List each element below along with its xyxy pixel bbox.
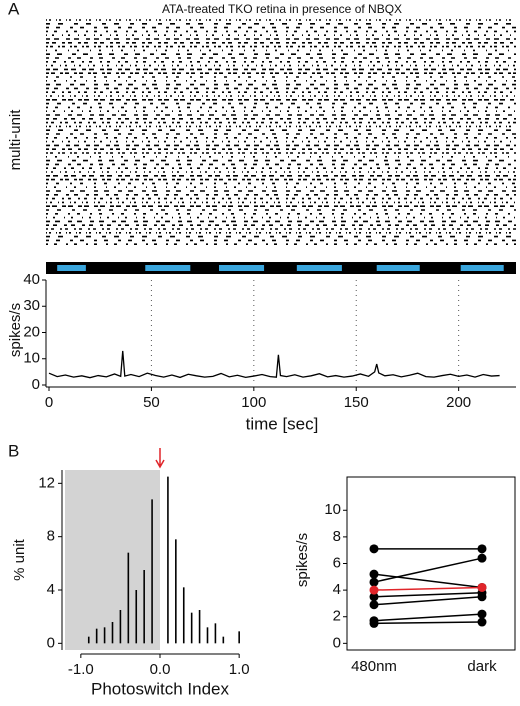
y-tick-label: 0 (333, 634, 341, 651)
pair-point (369, 600, 379, 610)
y-tick-label: 20 (23, 323, 40, 340)
x-tick-label: 1.0 (229, 661, 250, 678)
pair-point (477, 609, 487, 619)
pair-point (477, 592, 487, 602)
x-axis-label: time [sec] (246, 414, 319, 433)
y-tick-label: 40 (23, 271, 40, 288)
x-tick-label: 0 (45, 394, 53, 411)
chart-title: ATA-treated TKO retina in presence of NB… (162, 2, 402, 16)
pair-line (373, 592, 483, 598)
stimulus-track (46, 262, 516, 274)
pair-line (373, 557, 483, 583)
pair-point (477, 582, 487, 592)
stimulus-on (460, 265, 504, 271)
y-tick-label: 30 (23, 297, 40, 314)
stimulus-on (57, 265, 86, 271)
y-tick-label: 2 (333, 608, 341, 625)
x-tick-label: 150 (344, 394, 369, 411)
pair-line (373, 613, 483, 622)
x-tick-label: 480nm (351, 658, 397, 675)
x-tick-label: 100 (241, 394, 266, 411)
pair-line (373, 621, 483, 625)
arrow (155, 448, 165, 469)
x-tick-label: 50 (143, 394, 160, 411)
y-tick-label: 6 (333, 554, 341, 571)
y-tick-label: 0 (32, 376, 40, 393)
rate-line (48, 350, 500, 379)
x-tick-label: dark (467, 658, 497, 675)
pair-point (369, 592, 379, 602)
pair-point (477, 544, 487, 554)
stimulus-on (296, 265, 342, 271)
pair-point (477, 617, 487, 627)
y-tick-label: 8 (47, 528, 55, 545)
y-tick-label: 0 (47, 634, 55, 651)
pair-point (369, 618, 379, 628)
stimulus-on (145, 265, 191, 271)
x-tick-label: -1.0 (68, 661, 94, 678)
x-axis-label: Photoswitch Index (91, 679, 229, 698)
pair-point (369, 569, 379, 579)
y-tick-label: 10 (324, 501, 341, 518)
x-tick-label: 200 (446, 394, 471, 411)
pair-line (373, 573, 483, 589)
panel-label: A (8, 0, 20, 18)
y-axis-label: spikes/s (7, 303, 24, 357)
y-axis-label: % unit (11, 538, 28, 581)
panel-label: B (8, 441, 19, 460)
pair-point (369, 544, 379, 554)
x-tick-label: 0.0 (150, 661, 171, 678)
y-axis-label: spikes/s (294, 533, 311, 587)
stimulus-on (219, 265, 265, 271)
pair-point (369, 577, 379, 587)
y-tick-label: 4 (333, 581, 341, 598)
y-tick-label: 10 (23, 350, 40, 367)
y-axis-label: multi-unit (7, 109, 24, 171)
pair-point (369, 585, 379, 595)
y-tick-label: 4 (47, 581, 55, 598)
pair-point (477, 553, 487, 563)
y-tick-label: 12 (38, 474, 55, 491)
pair-line (373, 586, 483, 591)
stimulus-on (376, 265, 420, 271)
y-tick-label: 8 (333, 528, 341, 545)
pair-line (373, 596, 483, 606)
